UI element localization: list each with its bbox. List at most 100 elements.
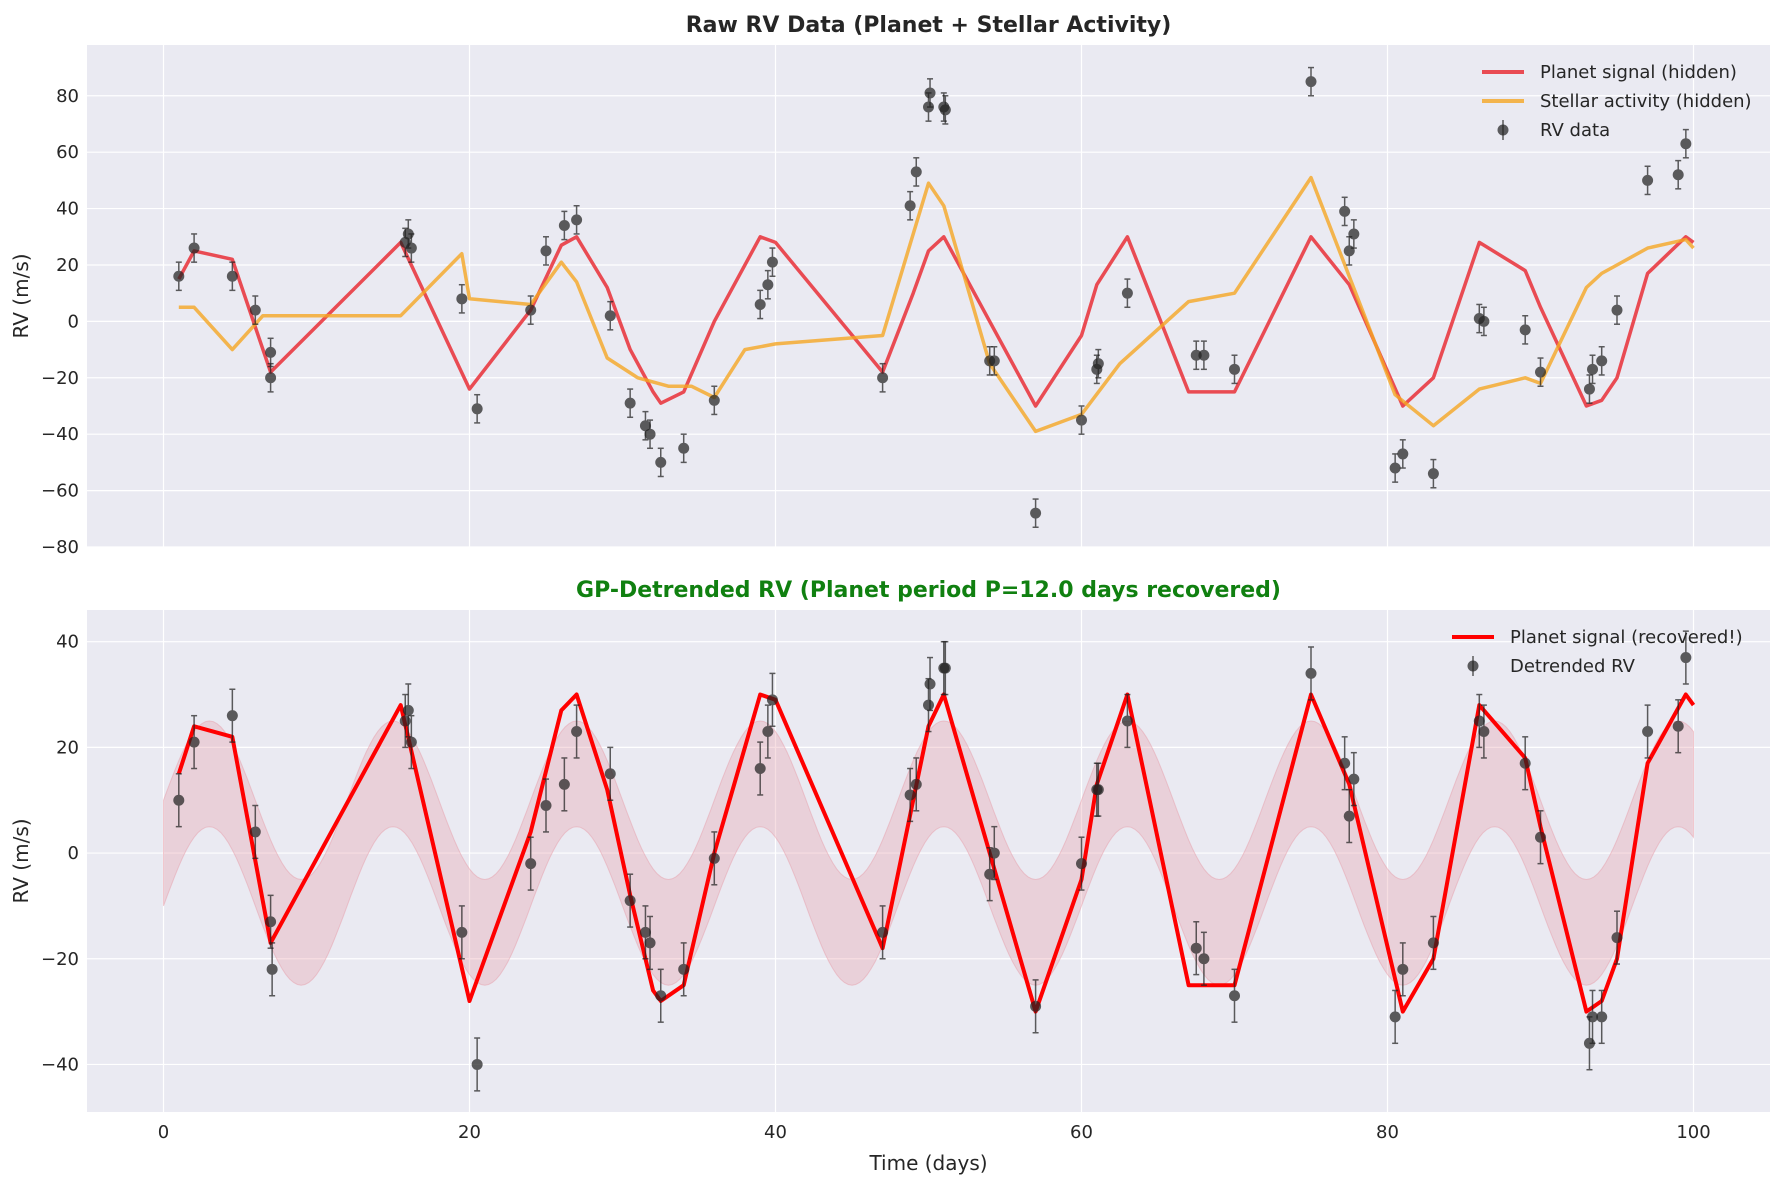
data-point xyxy=(877,905,889,960)
data-point xyxy=(1519,736,1531,791)
data-point xyxy=(471,1037,483,1092)
data-point xyxy=(655,447,667,478)
data-marker xyxy=(708,394,720,406)
data-point xyxy=(708,385,720,416)
data-point xyxy=(525,836,537,891)
data-marker xyxy=(1305,76,1317,88)
data-marker xyxy=(456,293,468,305)
data-marker xyxy=(1478,315,1490,327)
y-axis-label-detrended: RV (m/s) xyxy=(9,818,33,903)
data-marker xyxy=(678,442,690,454)
data-point xyxy=(1076,836,1087,891)
data-marker xyxy=(678,963,690,975)
data-marker xyxy=(904,200,916,212)
x-tick-label: 0 xyxy=(158,1122,169,1143)
data-marker xyxy=(624,397,636,409)
data-point xyxy=(456,905,468,960)
legend-swatch xyxy=(1467,660,1479,672)
data-marker xyxy=(604,310,616,322)
data-marker xyxy=(1343,810,1355,822)
data-point xyxy=(456,283,468,314)
data-marker xyxy=(188,736,200,748)
data-point xyxy=(1587,354,1599,385)
data-marker xyxy=(1519,757,1531,769)
data-marker xyxy=(188,242,200,254)
y-tick-label: 60 xyxy=(56,142,79,163)
data-marker xyxy=(1680,652,1692,664)
data-point xyxy=(644,419,656,450)
data-point xyxy=(249,295,261,325)
y-tick-label: −20 xyxy=(41,368,79,389)
data-marker xyxy=(910,778,922,790)
data-marker xyxy=(1478,726,1490,738)
data-marker xyxy=(1198,349,1210,361)
data-point xyxy=(540,778,552,833)
data-marker xyxy=(1519,324,1531,336)
data-point xyxy=(1672,159,1684,190)
data-marker xyxy=(1198,953,1210,965)
data-marker xyxy=(1397,448,1409,460)
data-marker xyxy=(1642,174,1654,186)
data-marker xyxy=(708,852,720,864)
legend: Planet signal (recovered!) Detrended RV xyxy=(1452,627,1743,677)
data-marker xyxy=(762,279,774,291)
data-marker xyxy=(655,990,667,1002)
data-marker xyxy=(655,456,667,468)
data-point xyxy=(1121,693,1133,749)
data-point xyxy=(1030,498,1042,529)
data-marker xyxy=(1092,358,1104,370)
y-tick-label: 20 xyxy=(56,255,79,276)
data-marker xyxy=(471,403,483,415)
data-point xyxy=(1092,762,1104,817)
data-point xyxy=(1535,357,1546,387)
data-point xyxy=(1397,942,1409,997)
data-marker xyxy=(766,694,778,706)
data-marker xyxy=(1587,363,1599,375)
data-marker xyxy=(266,963,278,975)
data-marker xyxy=(904,789,916,801)
x-tick-label: 100 xyxy=(1676,1122,1710,1143)
data-marker xyxy=(1339,757,1351,769)
data-marker xyxy=(265,916,277,928)
data-point xyxy=(226,261,238,292)
data-point xyxy=(1121,278,1133,309)
data-marker xyxy=(1596,1011,1608,1023)
data-marker xyxy=(1389,1011,1401,1023)
data-marker xyxy=(1348,773,1360,785)
y-tick-label: 80 xyxy=(56,86,79,107)
data-point xyxy=(1348,751,1360,807)
data-marker xyxy=(1229,363,1240,375)
data-point xyxy=(1339,196,1351,227)
data-point xyxy=(188,233,200,263)
data-point xyxy=(1583,374,1595,404)
data-marker xyxy=(1535,366,1546,378)
data-point xyxy=(1611,910,1623,965)
data-marker xyxy=(988,355,1000,367)
data-marker xyxy=(249,304,261,316)
data-point xyxy=(988,825,1000,881)
data-marker xyxy=(766,256,778,268)
data-marker xyxy=(754,298,766,310)
x-tick-label: 80 xyxy=(1376,1122,1399,1143)
data-marker xyxy=(624,895,636,907)
data-marker xyxy=(558,219,570,231)
data-point xyxy=(1427,458,1439,489)
y-tick-label: −40 xyxy=(41,1054,79,1075)
data-point xyxy=(525,295,537,325)
data-point xyxy=(984,847,996,902)
data-point xyxy=(558,210,570,241)
legend-label: Planet signal (hidden) xyxy=(1540,62,1737,83)
data-marker xyxy=(265,372,277,384)
data-point xyxy=(1680,128,1692,159)
data-point xyxy=(904,190,916,221)
data-point xyxy=(624,388,636,419)
data-marker xyxy=(525,304,537,316)
data-point xyxy=(173,773,185,828)
data-point xyxy=(604,300,616,331)
data-marker xyxy=(644,937,656,949)
data-marker xyxy=(1583,383,1595,395)
data-point xyxy=(1680,630,1692,685)
data-marker xyxy=(1190,942,1202,954)
data-point xyxy=(1473,693,1485,749)
data-point xyxy=(471,393,483,424)
